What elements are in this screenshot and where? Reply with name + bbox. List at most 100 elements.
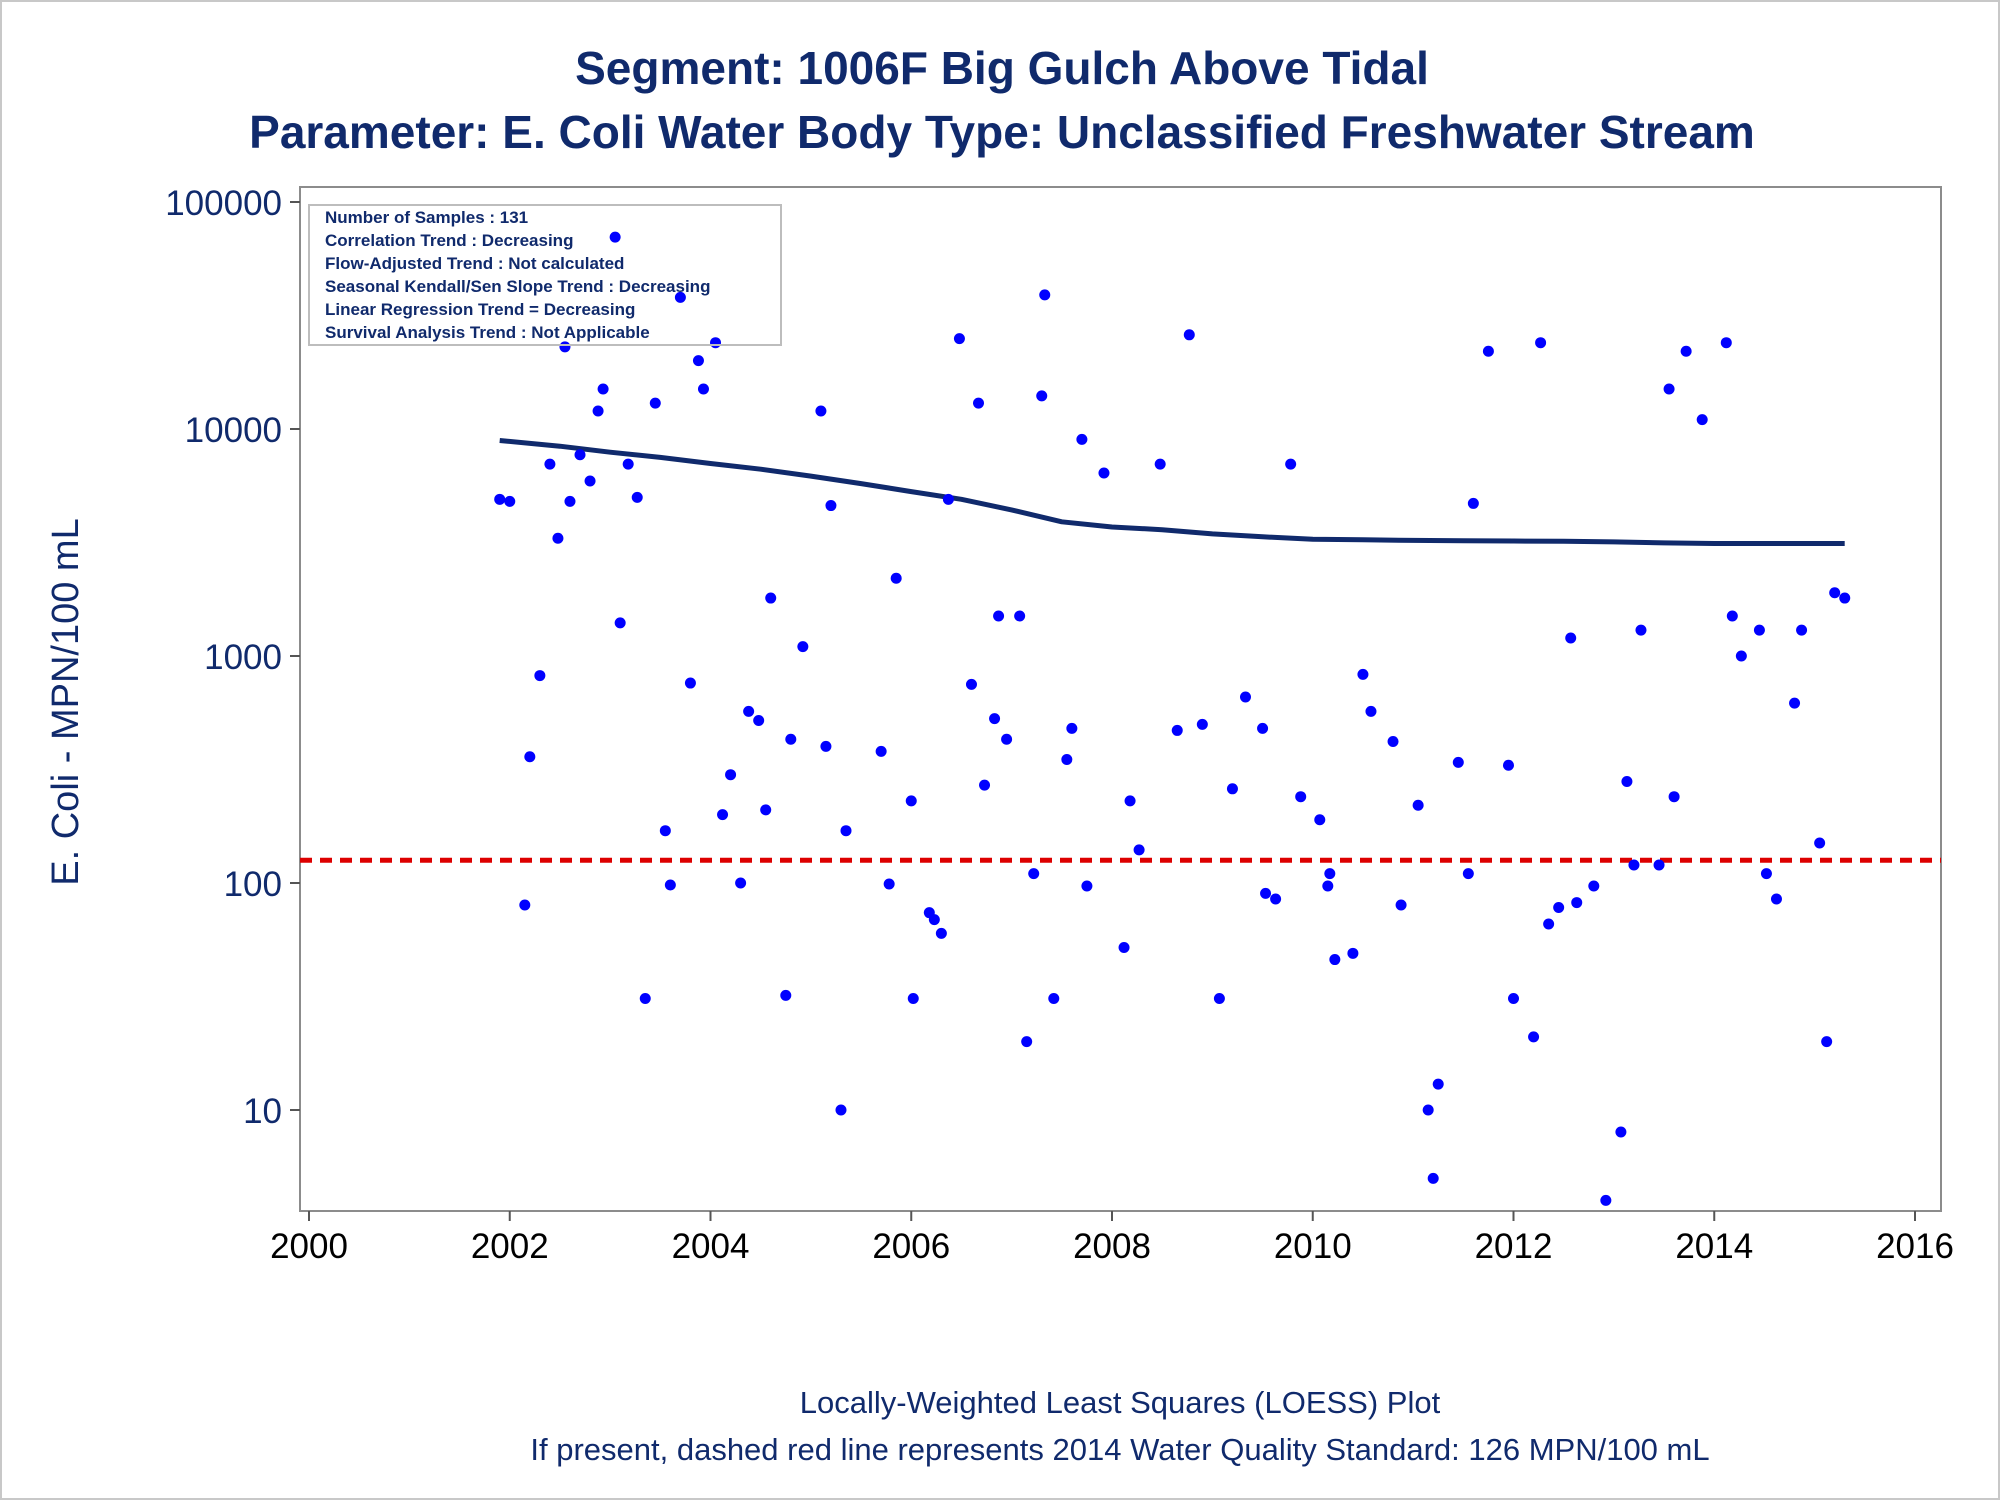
sample-point <box>840 825 852 837</box>
sample-point <box>609 231 621 243</box>
sample-point <box>559 341 571 353</box>
sample-point <box>1621 775 1633 787</box>
y-tick-label: 100000 <box>165 184 282 223</box>
sample-point <box>584 475 596 487</box>
sample-point <box>1588 880 1600 892</box>
sample-point <box>1770 893 1782 905</box>
sample-point <box>1432 1078 1444 1090</box>
y-tick-label: 1000 <box>204 638 282 677</box>
sample-point <box>1565 632 1577 644</box>
sample-point <box>659 825 671 837</box>
sample-point <box>942 493 954 505</box>
sample-point <box>1260 887 1272 899</box>
sample-point <box>1357 668 1369 680</box>
x-axis: 2000 2002 2004 2006 2008 2010 2012 2014 2016 <box>270 1211 1954 1266</box>
sample-point <box>973 397 985 409</box>
sample-point <box>1021 1036 1033 1048</box>
sample-point <box>614 617 626 629</box>
sample-point <box>1789 697 1801 709</box>
sample-point <box>1543 918 1555 930</box>
x-tick-label: 2014 <box>1675 1227 1753 1266</box>
x-tick-label: 2008 <box>1073 1227 1151 1266</box>
sample-point <box>1502 759 1514 771</box>
sample-point <box>1668 791 1680 803</box>
x-tick-label: 2006 <box>872 1227 950 1266</box>
sample-point <box>815 405 827 417</box>
sample-point <box>1098 467 1110 479</box>
sample-point <box>1615 1126 1627 1138</box>
stats-line: Correlation Trend : Decreasing <box>325 231 573 250</box>
stats-box-frame <box>308 204 782 346</box>
chart-title: Segment: 1006F Big Gulch Above Tidal <box>575 42 1429 94</box>
sample-point <box>1196 718 1208 730</box>
sample-point <box>825 500 837 512</box>
sample-point <box>1508 992 1519 1004</box>
sample-point <box>1118 941 1130 953</box>
sample-point <box>1387 736 1399 748</box>
sample-point <box>504 495 516 507</box>
sample-point <box>1829 587 1841 599</box>
sample-point <box>1239 691 1251 703</box>
loess-layer <box>499 438 1845 546</box>
sample-point <box>780 989 792 1001</box>
sample-point <box>1571 897 1583 909</box>
sample-point <box>574 449 586 461</box>
sample-point <box>1427 1172 1439 1184</box>
sample-point <box>993 610 1005 622</box>
sample-point <box>1653 859 1665 871</box>
y-tick-label: 10 <box>243 1092 282 1131</box>
sample-point <box>989 713 1001 725</box>
plot-frame <box>299 186 1942 1212</box>
sample-point <box>1014 610 1026 622</box>
sample-point <box>1285 458 1297 470</box>
sample-point <box>664 879 676 891</box>
x-tick-label: 2002 <box>471 1227 549 1266</box>
sample-point <box>743 705 755 717</box>
sample-point <box>735 877 747 889</box>
footnote-loess: Locally-Weighted Least Squares (LOESS) P… <box>800 1385 1441 1420</box>
sample-point <box>684 677 696 689</box>
sample-point <box>1467 497 1479 509</box>
x-tick-label: 2016 <box>1876 1227 1954 1266</box>
sample-point <box>1760 868 1772 880</box>
stats-line: Seasonal Kendall/Sen Slope Trend : Decre… <box>325 277 710 296</box>
sample-points-layer <box>494 231 1851 1206</box>
sample-point <box>1482 345 1494 357</box>
sample-point <box>1735 650 1747 662</box>
sample-point <box>1036 390 1048 402</box>
sample-point <box>1462 868 1474 880</box>
sample-point <box>1213 992 1225 1004</box>
sample-point <box>1039 289 1051 301</box>
sample-point <box>1535 337 1547 349</box>
stats-line: Number of Samples : 131 <box>325 208 528 227</box>
loess-curve <box>499 438 1845 546</box>
sample-point <box>1270 893 1282 905</box>
sample-point <box>1322 880 1334 892</box>
sample-point <box>1001 733 1013 745</box>
sample-point <box>622 458 634 470</box>
sample-point <box>1124 795 1136 807</box>
sample-point <box>935 927 947 939</box>
sample-point <box>692 355 704 367</box>
sample-point <box>1452 756 1464 768</box>
sample-point <box>1412 799 1424 811</box>
sample-point <box>1720 337 1732 349</box>
sample-point <box>1061 753 1073 765</box>
sample-point <box>883 878 895 890</box>
sample-point <box>639 992 651 1004</box>
sample-point <box>1680 345 1692 357</box>
sample-point <box>1696 414 1708 426</box>
sample-point <box>1753 624 1765 636</box>
sample-point <box>953 333 965 345</box>
sample-point <box>697 383 709 395</box>
sample-point <box>907 992 919 1004</box>
sample-point <box>1628 859 1640 871</box>
sample-point <box>1257 722 1269 734</box>
sample-point <box>835 1104 847 1116</box>
sample-point <box>1839 592 1851 604</box>
sample-point <box>797 641 809 653</box>
sample-point <box>1635 624 1647 636</box>
sample-point <box>1081 880 1093 892</box>
sample-point <box>631 491 643 503</box>
sample-point <box>1171 724 1183 736</box>
